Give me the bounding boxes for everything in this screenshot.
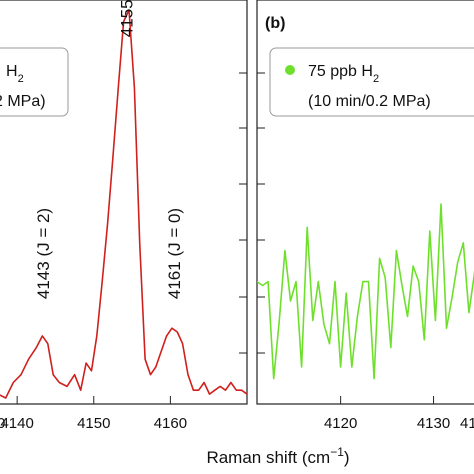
- x-tick-label: 4130: [417, 415, 450, 432]
- plot-frame: [0, 0, 248, 405]
- legend-entry: H2: [6, 63, 24, 85]
- legend-box: [0, 47, 69, 117]
- x-tick-label: 41: [460, 415, 474, 432]
- peak-annotation: 4143 (J = 2): [34, 208, 53, 299]
- x-tick-label: 4140: [0, 415, 33, 432]
- plot-frame: [256, 0, 474, 405]
- series-line: [0, 9, 247, 399]
- series-line: [257, 203, 474, 380]
- panel-label: (b): [265, 15, 285, 32]
- x-tick-label: 4160: [154, 415, 187, 432]
- legend-entry-line2: (10 min/0.2 MPa): [308, 93, 431, 110]
- x-tick-label-clipped: 0: [0, 415, 5, 432]
- x-tick-label: 4150: [77, 415, 110, 432]
- legend-box: [269, 47, 474, 117]
- peak-annotation: 4161 (J = 0): [165, 208, 184, 299]
- legend-entry-line2: 2 MPa): [0, 93, 46, 110]
- legend-entry: 75 ppb H2: [308, 63, 379, 85]
- legend-marker: [285, 65, 295, 75]
- x-tick-label: 4120: [324, 415, 357, 432]
- panel-b: 4120 4130 41 75 ppb H2 (10 min/0.2 MPa) (b): [256, 0, 474, 432]
- peak-annotation: 4155 (J = 1): [118, 0, 137, 37]
- x-axis-title: Raman shift (cm−1): [206, 445, 349, 467]
- panel-a: 4140 4150 4160 0 H2 2 MPa) 4143 (J = 2) 4155 (J…: [0, 0, 248, 432]
